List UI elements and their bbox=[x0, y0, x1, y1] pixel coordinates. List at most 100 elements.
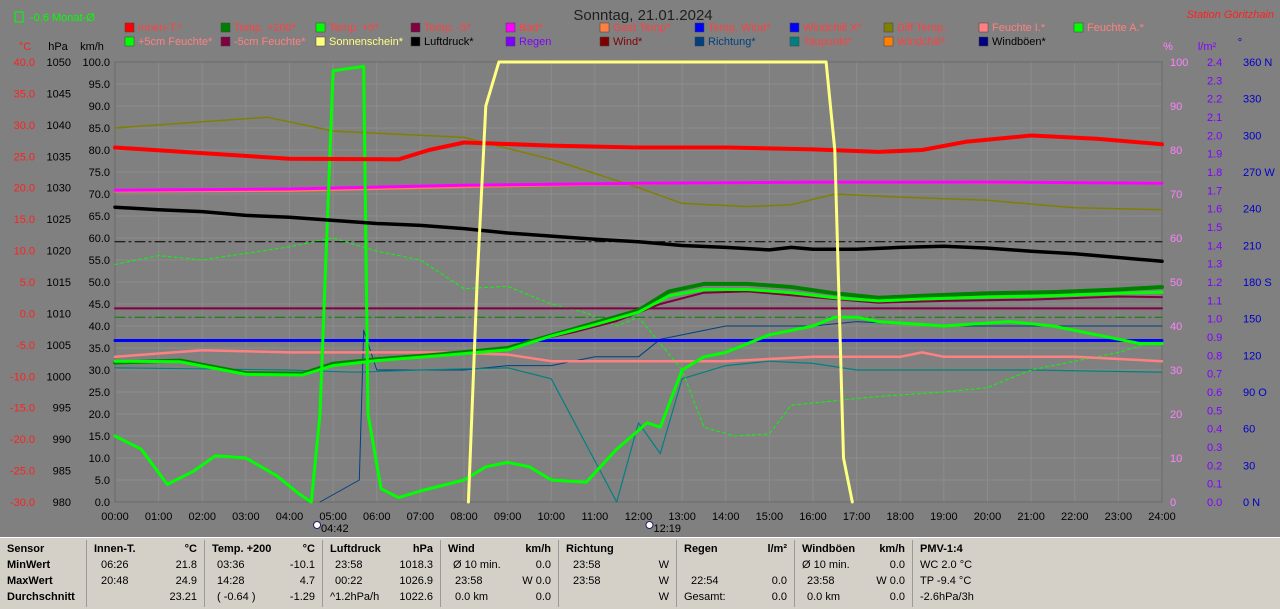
wind-title: Wind bbox=[448, 543, 475, 555]
regen-max-time: 22:54 bbox=[691, 575, 719, 587]
innen-max-time: 20:48 bbox=[101, 575, 129, 587]
x-tick: 20:00 bbox=[974, 511, 1002, 523]
celsius-tick: 25.0 bbox=[14, 151, 35, 163]
celsius-tick: -15.0 bbox=[10, 403, 35, 415]
innen-avg-val: 23.21 bbox=[169, 591, 197, 603]
windboeen-avg-val: 0.0 bbox=[889, 591, 905, 603]
legend-swatch bbox=[599, 22, 610, 33]
richtung-max-val: W bbox=[658, 575, 669, 587]
luftdruck-avg-val: 1022.6 bbox=[399, 591, 433, 603]
direction-tick: 240 bbox=[1243, 204, 1261, 216]
innen-min-val: 21.8 bbox=[175, 559, 197, 571]
legend-swatch bbox=[694, 36, 705, 47]
regen-title: Regen bbox=[684, 543, 718, 555]
temp200-max-time: 14:28 bbox=[217, 575, 245, 587]
wind-unit: km/h bbox=[525, 543, 551, 555]
rain-tick: 0.7 bbox=[1207, 369, 1222, 381]
wind-min-val: 0.0 bbox=[535, 559, 551, 571]
series-richtung bbox=[319, 321, 1163, 503]
percent-tick: 60 bbox=[1170, 233, 1182, 245]
legend-label: Diff Temp. bbox=[897, 22, 946, 34]
celsius-tick: 0.0 bbox=[20, 308, 35, 320]
rain-tick: 2.1 bbox=[1207, 112, 1222, 124]
legend-label: Innen-T.* bbox=[138, 22, 183, 34]
innen-max-val: 24.9 bbox=[175, 575, 197, 587]
rain-tick: 0.1 bbox=[1207, 479, 1222, 491]
celsius-tick: 15.0 bbox=[14, 214, 35, 226]
legend-label: Temp. +200* bbox=[234, 22, 297, 34]
legend-label: Temp. -5* bbox=[424, 22, 472, 34]
percent-tick: 80 bbox=[1170, 145, 1182, 157]
pmv-line1: WC 2.0 °C bbox=[920, 559, 973, 571]
regen-unit: l/m² bbox=[767, 543, 787, 555]
legend-swatch bbox=[220, 22, 231, 33]
percent-tick: 100 bbox=[1170, 57, 1188, 69]
rain-tick: 0.2 bbox=[1207, 460, 1222, 472]
series-taupunkt bbox=[114, 360, 1163, 503]
rain-tick: 2.0 bbox=[1207, 130, 1222, 142]
richtung-min-time: 23:58 bbox=[573, 559, 601, 571]
legend-label: Bad* bbox=[519, 22, 544, 34]
kmh-tick: 60.0 bbox=[89, 233, 110, 245]
celsius-tick: 40.0 bbox=[14, 57, 35, 69]
rain-tick: 1.8 bbox=[1207, 167, 1222, 179]
kmh-tick: 55.0 bbox=[89, 255, 110, 267]
percent-tick: 70 bbox=[1170, 189, 1182, 201]
wind-min-label: Ø 10 min. bbox=[453, 559, 501, 571]
event-marker-icon bbox=[645, 521, 654, 529]
summary-bar: Sensor MinWert MaxWert Durchschnitt Inne… bbox=[0, 537, 1280, 609]
kmh-tick: 90.0 bbox=[89, 101, 110, 113]
min-label: MinWert bbox=[7, 559, 51, 571]
direction-tick: 210 bbox=[1243, 240, 1261, 252]
trend-label: -0.6 Monat-Ø bbox=[30, 12, 95, 24]
legend-label: Gast Temp* bbox=[613, 22, 671, 34]
windboeen-unit: km/h bbox=[879, 543, 905, 555]
x-tick: 07:00 bbox=[407, 511, 435, 523]
x-tick: 09:00 bbox=[494, 511, 522, 523]
hpa-tick: 990 bbox=[53, 434, 71, 446]
chart-title: Sonntag, 21.01.2024 bbox=[573, 7, 712, 24]
rain-tick: 1.1 bbox=[1207, 295, 1222, 307]
pmv-line2: TP -9.4 °C bbox=[920, 575, 972, 587]
temp200-unit: °C bbox=[302, 543, 315, 555]
hpa-tick: 1050 bbox=[47, 57, 71, 69]
direction-tick: 0 N bbox=[1243, 497, 1260, 509]
rain-tick: 0.8 bbox=[1207, 350, 1222, 362]
regen-max-val: 0.0 bbox=[771, 575, 787, 587]
innen-unit: °C bbox=[184, 543, 197, 555]
legend-swatch bbox=[410, 22, 421, 33]
temp200-avg-val: -1.29 bbox=[289, 591, 315, 603]
legend-label: Windchill X* bbox=[803, 22, 862, 34]
direction-tick: 330 bbox=[1243, 94, 1261, 106]
celsius-tick: -30.0 bbox=[10, 497, 35, 509]
celsius-tick: 20.0 bbox=[14, 183, 35, 195]
legend-label: Sonnenschein* bbox=[329, 36, 404, 48]
legend-label: +5cm Feuchte* bbox=[138, 36, 213, 48]
x-tick: 04:00 bbox=[276, 511, 304, 523]
hpa-tick: 1000 bbox=[47, 371, 71, 383]
hpa-tick: 1015 bbox=[47, 277, 71, 289]
legend-swatch bbox=[694, 22, 705, 33]
celsius-tick: -20.0 bbox=[10, 434, 35, 446]
celsius-tick: 30.0 bbox=[14, 120, 35, 132]
legend-label: Windchill* bbox=[897, 36, 946, 48]
direction-tick: 300 bbox=[1243, 130, 1261, 142]
x-tick: 22:00 bbox=[1061, 511, 1089, 523]
x-tick: 02:00 bbox=[188, 511, 216, 523]
series-temp-m5 bbox=[528, 290, 1163, 343]
celsius-tick: 35.0 bbox=[14, 88, 35, 100]
windboeen-min-val: 0.0 bbox=[889, 559, 905, 571]
x-tick: 24:00 bbox=[1148, 511, 1176, 523]
richtung-max-time: 23:58 bbox=[573, 575, 601, 587]
direction-tick: 150 bbox=[1243, 314, 1261, 326]
kmh-tick: 30.0 bbox=[89, 365, 110, 377]
kmh-tick: 70.0 bbox=[89, 189, 110, 201]
legend-swatch bbox=[789, 36, 800, 47]
direction-tick: 180 S bbox=[1243, 277, 1272, 289]
x-tick: 05:00 bbox=[319, 511, 347, 523]
plot-area bbox=[114, 61, 1163, 503]
legend-label: Wind* bbox=[613, 36, 643, 48]
summary-temp200: Temp. +200 °C 03:36 -10.1 14:28 4.7 ( -0… bbox=[205, 538, 323, 609]
series-feuchte-i bbox=[113, 348, 1164, 363]
hpa-tick: 1010 bbox=[47, 308, 71, 320]
